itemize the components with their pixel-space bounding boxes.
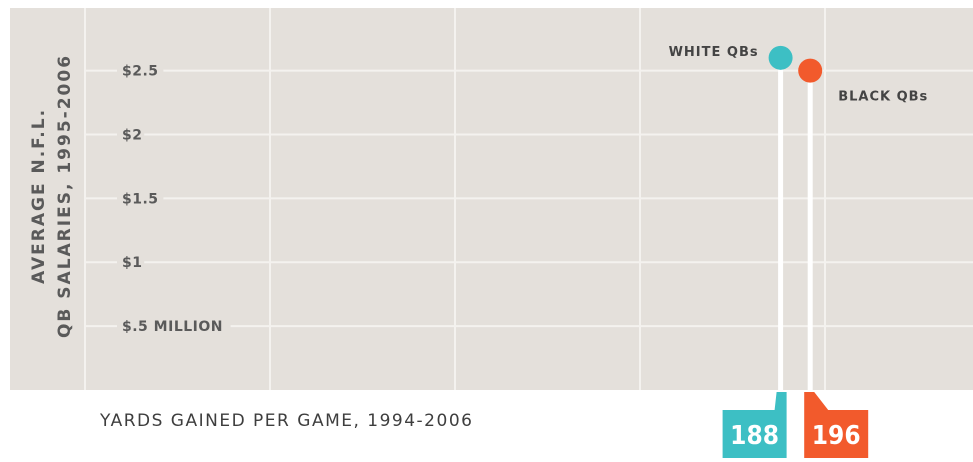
white-qbs-point	[768, 45, 793, 70]
gridlines	[84, 8, 973, 390]
black-qbs-point	[798, 58, 823, 83]
white-qbs-value-label: 188	[730, 421, 779, 451]
y-tick-label-1: $1	[122, 255, 142, 271]
white-qbs-value-flag	[722, 392, 787, 458]
black-qbs-label: BLACK QBs	[838, 90, 928, 105]
y-tick-label-3: $2	[122, 127, 142, 143]
y-tick-label-bg-0	[117, 316, 231, 337]
series-marks: WHITE QBs 188 BLACK QBs 196	[669, 45, 928, 458]
y-tick-label-4: $2.5	[122, 64, 159, 80]
y-axis-label-line1: AVERAGE N.F.L.	[29, 108, 49, 284]
y-tick-label-bg-4	[117, 60, 164, 81]
y-tick-labels: $.5 MILLION $1 $1.5 $2 $2.5	[117, 60, 231, 337]
y-axis-label-line2: QB SALARIES, 1995-2006	[55, 54, 75, 338]
white-qbs-label: WHITE QBs	[669, 45, 759, 60]
y-tick-label-bg-3	[117, 124, 145, 145]
black-qbs-value-flag	[804, 392, 869, 458]
y-tick-label-2: $1.5	[122, 191, 159, 207]
x-axis-label: YARDS GAINED PER GAME, 1994-2006	[99, 411, 473, 431]
black-qbs-value-label: 196	[812, 421, 861, 451]
y-tick-label-bg-1	[117, 252, 145, 273]
y-tick-label-0: $.5 MILLION	[122, 319, 223, 335]
y-tick-label-bg-2	[117, 188, 164, 209]
